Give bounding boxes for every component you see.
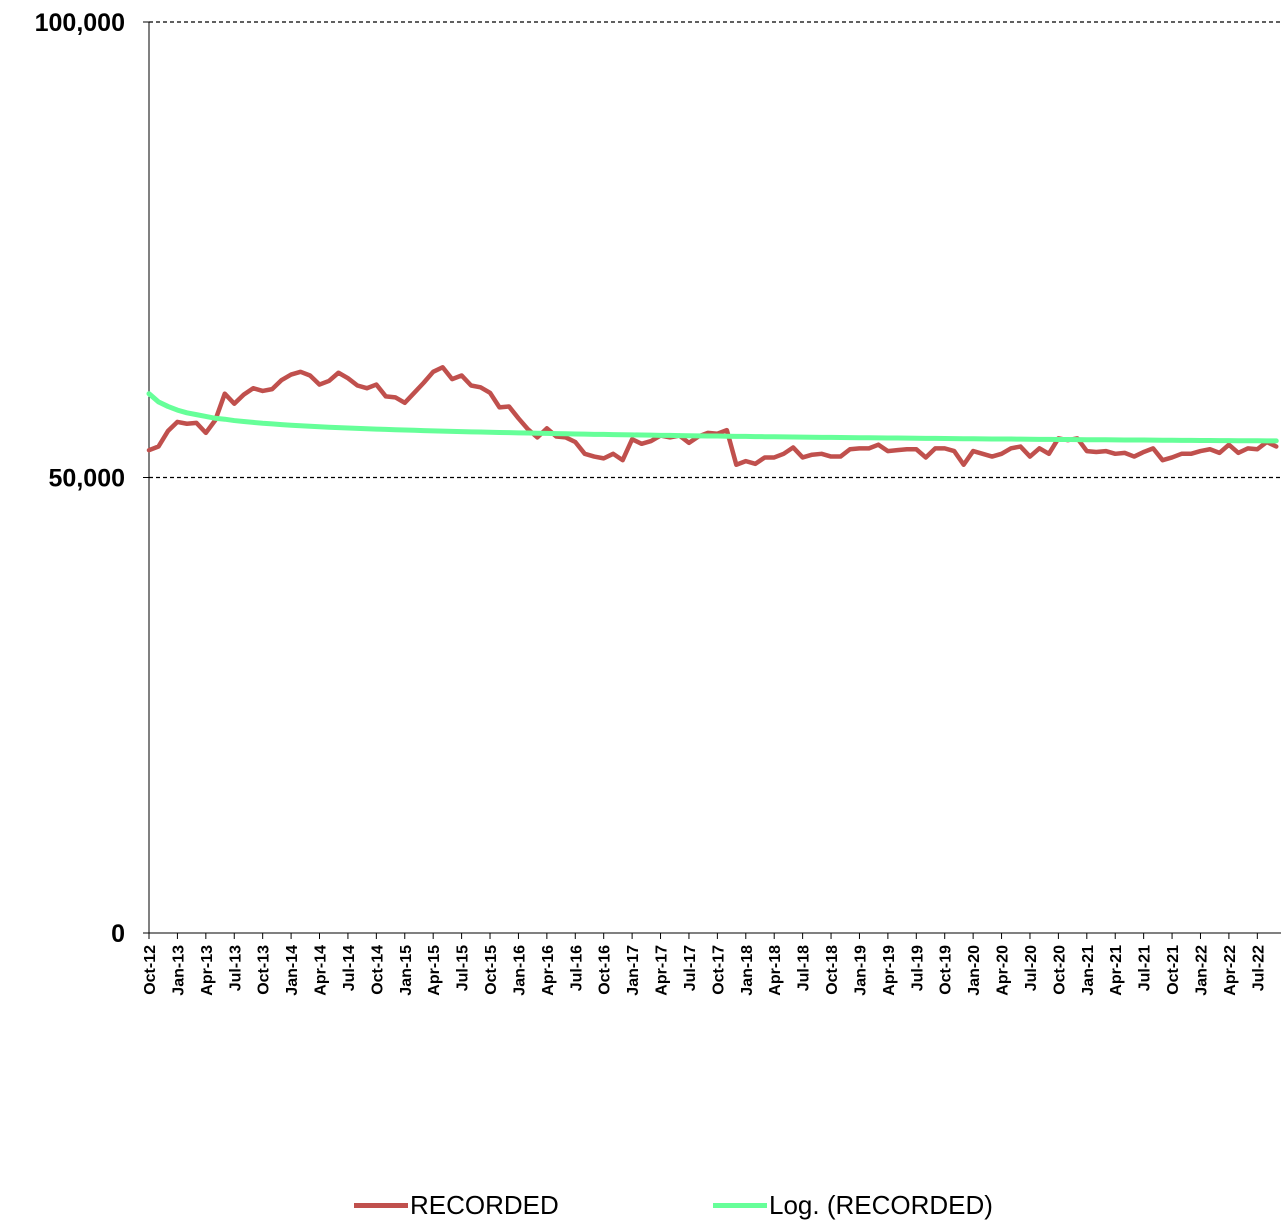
series-lines — [146, 365, 1279, 467]
x-tick-label: Oct-20 — [1051, 945, 1068, 995]
legend: RECORDED Log. (RECORDED) — [0, 1190, 1283, 1230]
y-tick-label: 100,000 — [35, 9, 125, 37]
x-tick-label: Apr-20 — [995, 945, 1012, 996]
x-tick-label: Oct-18 — [824, 945, 841, 995]
x-tick-label: Jul-15 — [455, 945, 472, 991]
x-tick-label: Oct-15 — [483, 945, 500, 995]
x-tick-label: Apr-22 — [1222, 945, 1239, 996]
x-tick-label: Oct-12 — [142, 945, 159, 995]
x-tick-label: Apr-21 — [1108, 945, 1125, 996]
x-tick-label: Jul-16 — [568, 945, 585, 991]
x-tick-label: Jan-13 — [170, 945, 187, 996]
x-tick-label: Apr-14 — [313, 945, 330, 996]
x-tick-label: Jan-17 — [625, 945, 642, 996]
gridlines — [149, 21, 1281, 479]
series-line-recorded — [146, 365, 1279, 467]
x-tick-label: Jul-19 — [909, 945, 926, 991]
x-tick-label: Jul-22 — [1250, 945, 1267, 991]
x-tick-label: Jan-22 — [1193, 945, 1210, 996]
x-tick-label: Apr-15 — [426, 945, 443, 996]
x-tick-label: Oct-13 — [256, 945, 273, 995]
legend-swatch-log-recorded — [713, 1203, 767, 1208]
x-tick-label: Jan-18 — [739, 945, 756, 996]
x-tick-label: Apr-17 — [654, 945, 671, 996]
x-tick-label: Oct-19 — [938, 945, 955, 995]
x-tick-label: Jan-19 — [852, 945, 869, 996]
legend-item-log-recorded[interactable]: Log. (RECORDED) — [713, 1190, 993, 1221]
x-tick-label: Apr-13 — [199, 945, 216, 996]
y-tick-labels: 0 50,000 100,000 — [35, 9, 125, 948]
x-tick-label: Oct-17 — [710, 945, 727, 995]
legend-swatch-recorded — [354, 1203, 408, 1208]
x-tick-label: Oct-21 — [1165, 945, 1182, 995]
x-tick-label: Oct-14 — [369, 945, 386, 995]
x-tick-label: Jan-20 — [966, 945, 983, 996]
legend-label-log-recorded: Log. (RECORDED) — [769, 1190, 993, 1220]
x-tick-label: Jul-18 — [796, 945, 813, 991]
series-line-log-recorded — [146, 391, 1279, 444]
x-tick-label: Apr-18 — [767, 945, 784, 996]
x-tick-label: Apr-16 — [540, 945, 557, 996]
x-tick-label: Jan-14 — [284, 945, 301, 996]
x-tick-label: Jul-17 — [682, 945, 699, 991]
x-tick-labels: Oct-12 Jan-13 Apr-13 Jul-13 Oct-13 Jan-14 Apr-… — [142, 945, 1267, 996]
y-tick-label: 50,000 — [49, 465, 125, 493]
x-tick-label: Jan-15 — [398, 945, 415, 996]
y-tick-label: 0 — [111, 920, 125, 948]
axes — [143, 21, 1281, 939]
x-tick-label: Oct-16 — [597, 945, 614, 995]
x-tick-label: Jan-16 — [511, 945, 528, 996]
x-tick-label: Jul-21 — [1137, 945, 1154, 991]
x-tick-label: Jul-13 — [227, 945, 244, 991]
x-tick-label: Jul-20 — [1023, 945, 1040, 991]
x-tick-label: Jan-21 — [1080, 945, 1097, 996]
x-tick-label: Apr-19 — [881, 945, 898, 996]
x-tick-label: Jul-14 — [341, 945, 358, 991]
legend-label-recorded: RECORDED — [410, 1190, 559, 1220]
legend-item-recorded[interactable]: RECORDED — [354, 1190, 559, 1221]
